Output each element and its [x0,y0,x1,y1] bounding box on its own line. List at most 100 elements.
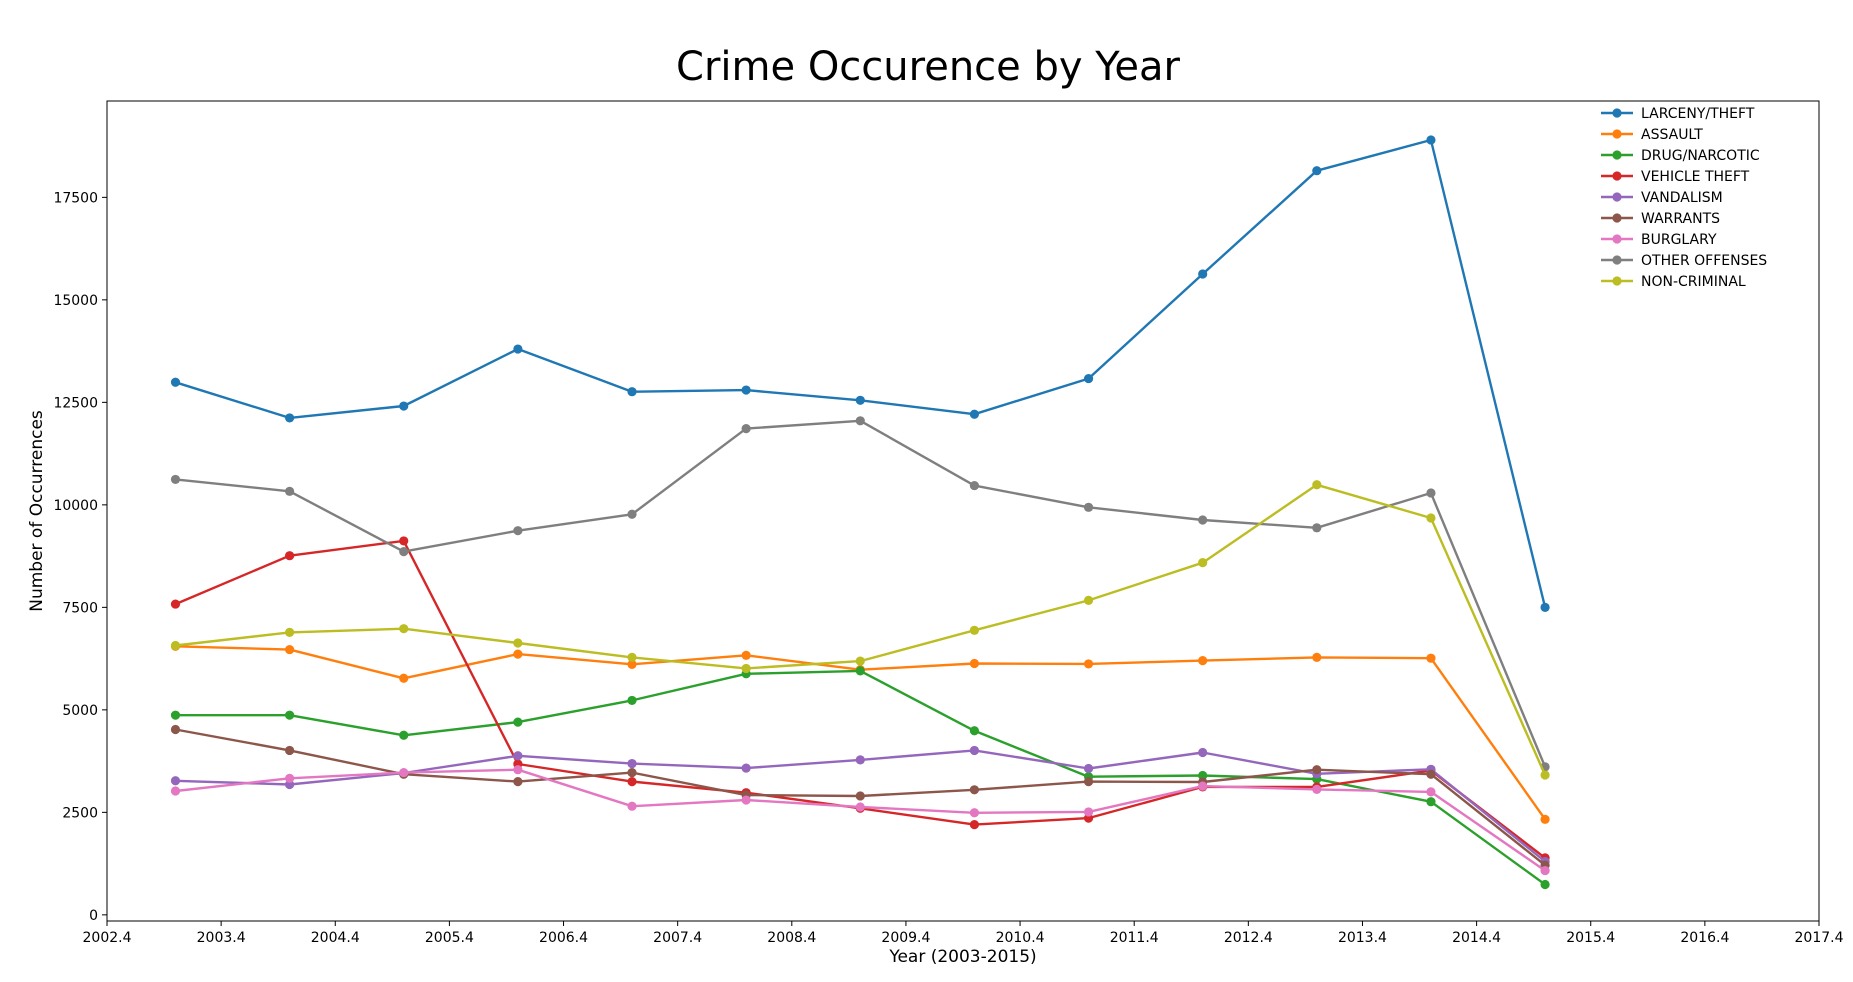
y-axis-label: Number of Occurrences [27,410,47,612]
data-point [627,659,637,669]
x-tick-label: 2017.4 [1795,930,1844,946]
legend-marker [1612,255,1622,265]
x-tick-label: 2011.4 [1110,930,1159,946]
legend-label: OTHER OFFENSES [1641,253,1767,269]
data-point [1083,595,1094,605]
data-point [627,777,637,787]
legend-marker [1612,276,1622,286]
data-point [627,767,637,778]
data-point [1198,781,1208,791]
legend: LARCENY/THEFT ASSAULT DRUG/NARCOTIC VEHICLE… [1601,106,1767,290]
data-point [285,745,295,756]
data-point [513,526,523,536]
legend-label: BURGLARY [1641,232,1717,248]
data-point [855,791,865,801]
data-point [741,763,751,773]
legend-item: ASSAULT [1601,127,1703,143]
data-point [170,776,181,786]
y-tick-label: 0 [89,908,98,924]
data-point [170,599,181,609]
data-point [741,650,751,660]
data-point [1426,797,1436,807]
legend-item: BURGLARY [1601,232,1717,248]
data-point [855,802,865,812]
legend-item: DRUG/NARCOTIC [1601,148,1760,164]
data-point [170,377,181,387]
legend-marker [1612,150,1622,160]
data-point [513,638,523,648]
x-tick-label: 2002.4 [83,930,132,946]
data-point [1083,373,1094,384]
series-drug-narcotic [170,666,1550,890]
data-point [170,474,181,485]
data-point [969,745,980,756]
data-point [627,801,637,811]
data-point [1198,747,1208,758]
data-point [969,785,980,795]
data-point [513,344,523,354]
series-layer [170,135,1550,890]
data-point [969,726,980,736]
x-tick-label: 2012.4 [1224,930,1273,946]
data-point [1083,777,1094,787]
legend-marker [1612,192,1622,202]
data-point [969,820,980,830]
data-point [513,649,523,659]
data-point [1426,653,1436,663]
data-point [1540,865,1550,876]
legend-label: VANDALISM [1641,190,1723,206]
y-tick-label: 5000 [62,703,98,719]
series-non-criminal [170,480,1550,780]
legend-label: LARCENY/THEFT [1641,106,1755,122]
data-point [1198,770,1208,781]
data-point [627,758,637,769]
legend-marker [1612,213,1622,223]
data-point [1426,787,1436,797]
data-point [399,767,409,778]
y-tick-label: 12500 [53,395,98,411]
data-point [969,808,980,818]
data-point [513,717,523,727]
x-axis: 2002.4 2003.4 2004.4 2005.4 2006.4 2007.4 2008… [83,921,1844,946]
data-point [855,755,865,765]
data-point [1198,656,1208,666]
y-tick-label: 2500 [62,805,98,821]
data-point [855,416,865,426]
data-point [1312,523,1322,533]
x-tick-label: 2008.4 [767,930,816,946]
series-larceny-theft [170,135,1550,612]
x-axis-label: Year (2003-2015) [888,947,1036,967]
y-tick-label: 10000 [53,498,98,514]
data-point [969,625,980,635]
data-point [399,673,409,683]
x-tick-label: 2013.4 [1338,930,1387,946]
legend-item: VANDALISM [1601,190,1723,206]
legend-label: NON-CRIMINAL [1641,274,1746,290]
y-tick-label: 7500 [62,600,98,616]
data-point [1312,166,1322,176]
data-point [285,551,295,561]
series-burglary [170,765,1550,876]
data-point [1312,480,1322,490]
data-point [855,395,865,405]
y-axis: 0 2500 5000 7500 10000 12500 15000 17500 [53,190,107,924]
data-point [285,413,295,423]
chart-title: Crime Occurence by Year [676,44,1180,90]
legend-label: ASSAULT [1641,127,1703,143]
data-point [170,710,181,720]
data-point [627,652,637,662]
x-tick-label: 2005.4 [425,930,474,946]
data-point [741,423,751,434]
data-point [1540,879,1550,890]
data-point [969,658,980,669]
data-point [1312,784,1322,794]
legend-item: OTHER OFFENSES [1601,253,1767,269]
data-point [513,751,523,761]
data-point [627,509,637,519]
plot-area-frame [106,100,1820,922]
data-point [855,666,865,676]
data-point [285,627,295,637]
data-point [1426,488,1436,498]
legend-marker [1612,108,1622,118]
